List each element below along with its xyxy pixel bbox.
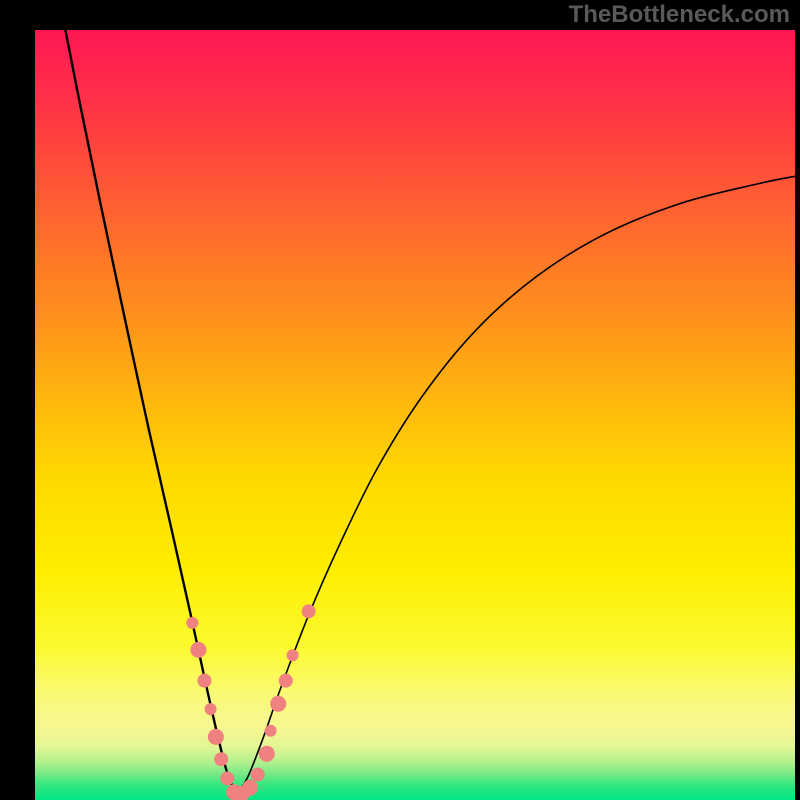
data-marker <box>242 780 258 796</box>
data-marker <box>302 604 316 618</box>
data-marker <box>197 674 211 688</box>
data-marker <box>208 729 224 745</box>
data-marker <box>205 703 217 715</box>
stage: TheBottleneck.com <box>0 0 800 800</box>
data-marker <box>214 752 228 766</box>
data-marker <box>287 649 299 661</box>
curve-right <box>236 176 795 794</box>
data-marker <box>186 617 198 629</box>
data-marker <box>259 746 275 762</box>
data-marker <box>279 674 293 688</box>
data-marker <box>251 768 265 782</box>
plot-area <box>35 30 795 800</box>
data-marker <box>270 696 286 712</box>
data-marker <box>265 725 277 737</box>
chart-svg <box>35 30 795 800</box>
watermark-label: TheBottleneck.com <box>569 1 790 29</box>
data-marker <box>190 642 206 658</box>
data-marker <box>220 771 234 785</box>
